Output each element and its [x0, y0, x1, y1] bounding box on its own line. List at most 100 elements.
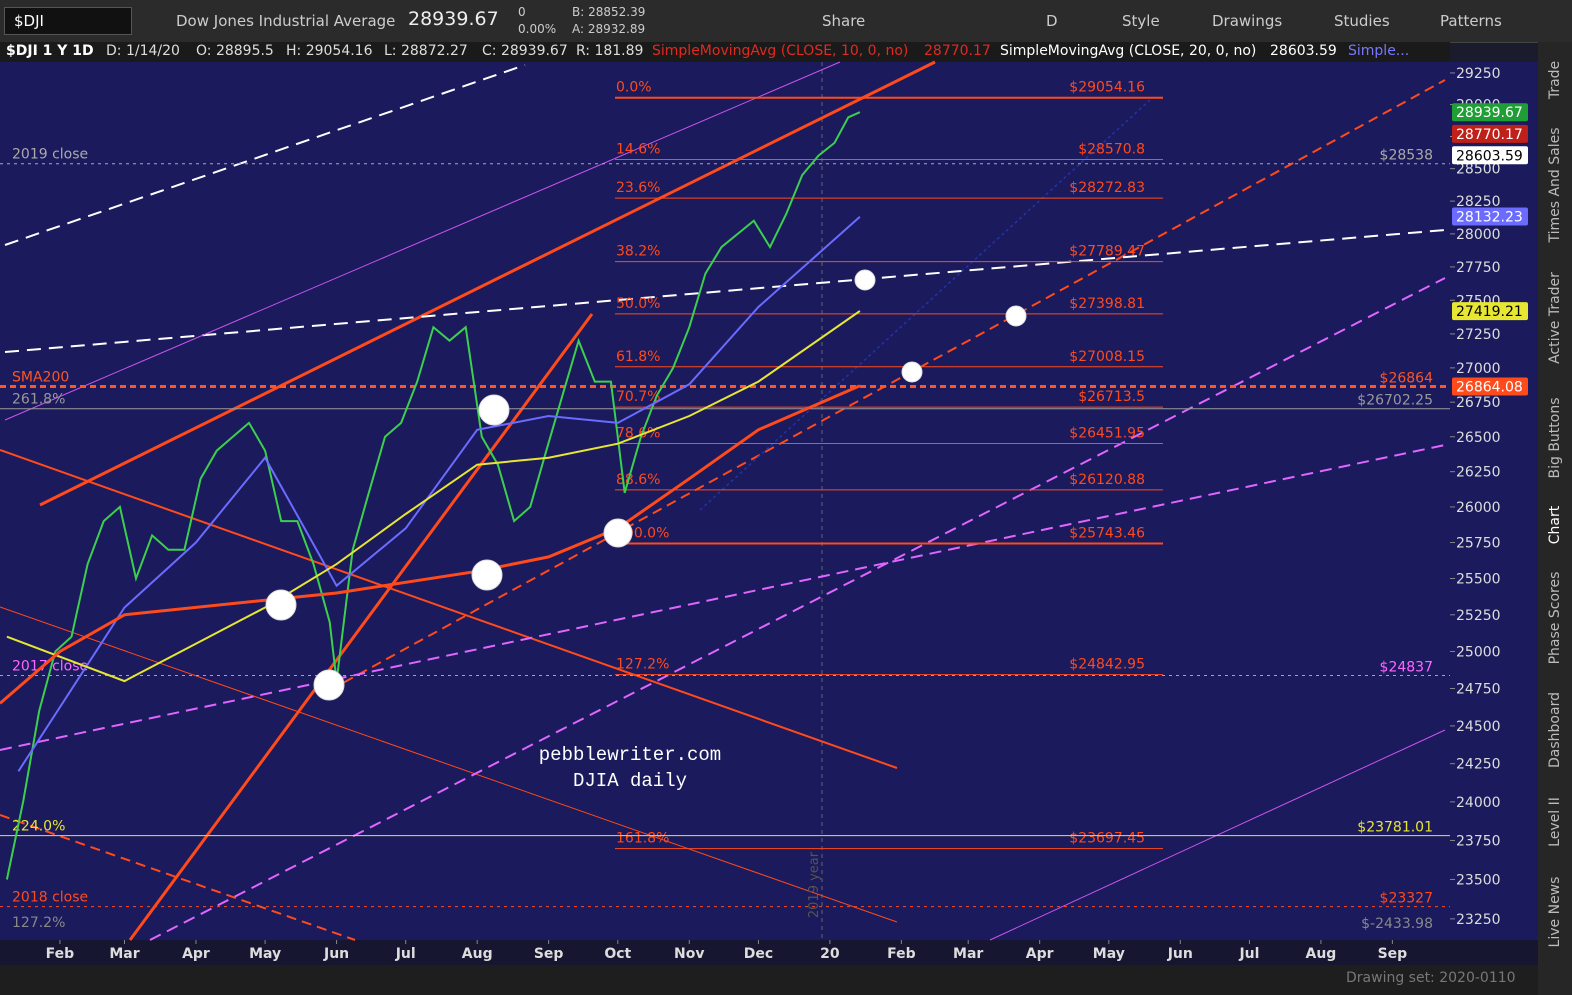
level-label: 2018 close: [12, 890, 88, 906]
y-tick-label: 24750: [1456, 681, 1501, 697]
trendline: [329, 79, 1446, 691]
fib-label: 23.6%: [616, 180, 660, 196]
button[interactable]: Patterns: [1440, 12, 1502, 30]
y-tick-label: 28250: [1456, 194, 1501, 210]
x-tick-label: Mar: [109, 946, 139, 962]
plot-bg: [0, 62, 1450, 940]
fib-label: 50.0%: [616, 296, 660, 312]
y-tick-label: 27250: [1456, 327, 1501, 343]
sidebar-tab[interactable]: Phase Scores: [1547, 571, 1563, 665]
x-tick-label: Apr: [1026, 946, 1054, 962]
info: $DJI 1 Y 1D: [6, 43, 94, 59]
x-tick-label: May: [249, 946, 281, 962]
fib-value: $24842.95: [1069, 657, 1145, 673]
x-tick-label: Jul: [395, 946, 416, 962]
sidebar-tab[interactable]: Chart: [1547, 505, 1563, 545]
fib-label: 38.2%: [616, 244, 660, 260]
sidebar-tab[interactable]: Dashboard: [1547, 692, 1563, 768]
x-tick-label: Jun: [323, 946, 349, 962]
info: R: 181.89: [576, 43, 644, 59]
level-label: SMA200: [12, 369, 69, 385]
y-tick-label: 27000: [1456, 361, 1501, 377]
x-tick-label: Sep: [534, 946, 564, 962]
info: H: 29054.16: [286, 43, 373, 59]
study[interactable]: SimpleMovingAvg (CLOSE, 20, 0, no): [1000, 43, 1257, 59]
marker: [1005, 305, 1027, 327]
y-tick-label: 28000: [1456, 227, 1501, 243]
y-tick-label: 25750: [1456, 536, 1501, 552]
last-price: 28939.67: [408, 8, 499, 30]
y-tick-label: 23250: [1456, 912, 1501, 928]
trendline: [4, 61, 841, 421]
level-value: $26864: [1380, 370, 1434, 386]
sidebar: Trade Times And Sales Active Trader Big But…: [1538, 42, 1572, 995]
info: D: 1/14/20: [106, 43, 180, 59]
sidebar-tab[interactable]: Active Trader: [1547, 272, 1563, 364]
study-value: 28770.17: [924, 43, 991, 59]
fib-value: $26120.88: [1069, 472, 1145, 488]
x-tick-label: Apr: [182, 946, 210, 962]
y-tick-label: 24000: [1456, 795, 1501, 811]
price-badge: [1452, 103, 1528, 122]
trendline: [4, 64, 526, 246]
fib-value: $28272.83: [1069, 180, 1145, 196]
fib-label: 78.6%: [616, 425, 660, 441]
fib-value: $27008.15: [1069, 349, 1145, 365]
sidebar-tab[interactable]: Trade: [1547, 60, 1563, 100]
symbol[interactable]: $DJI: [14, 12, 44, 30]
price-badge-label: 26864.08: [1456, 379, 1523, 395]
marker: [478, 394, 510, 426]
level-label: 2019 close: [12, 147, 88, 163]
level-label: 224.0%: [12, 819, 65, 835]
sidebar-tab[interactable]: Live News: [1547, 876, 1563, 948]
trendline: [0, 814, 356, 941]
fib-label: 61.8%: [616, 349, 660, 365]
trendline: [989, 729, 1446, 941]
x-tick-label: Oct: [604, 946, 631, 962]
button[interactable]: D: [1046, 12, 1058, 30]
level-value: $24837: [1380, 660, 1433, 676]
price-badge: [1452, 377, 1528, 396]
time-axis-bg: [0, 940, 1538, 965]
level-value: $23781.01: [1357, 820, 1433, 836]
sidebar-tab[interactable]: Big Buttons: [1547, 397, 1563, 479]
level-value: $23327: [1380, 891, 1433, 907]
price-badge: [1452, 124, 1528, 143]
button[interactable]: Drawings: [1212, 12, 1283, 30]
button[interactable]: Share: [822, 12, 866, 30]
symbol-box[interactable]: [4, 7, 132, 35]
drawing-set[interactable]: Drawing set: 2020-0110: [1346, 970, 1516, 986]
sidebar-tab[interactable]: Level II: [1547, 797, 1563, 847]
price-badge: [1452, 146, 1528, 165]
marker: [265, 589, 297, 621]
marker: [313, 669, 345, 701]
study[interactable]: SimpleMovingAvg (CLOSE, 10, 0, no): [652, 43, 909, 59]
fib-label: 127.2%: [616, 657, 669, 673]
change-pct: 0.00%: [518, 22, 557, 36]
y-tick-label: 29250: [1456, 66, 1501, 82]
y-tick-label: 26000: [1456, 500, 1501, 516]
fib-value: $25743.46: [1069, 525, 1145, 541]
price-badge: [1452, 302, 1528, 321]
series-line: [6, 310, 861, 683]
sidebar-tab[interactable]: Times And Sales: [1547, 127, 1563, 243]
x-tick-label: Jun: [1167, 946, 1193, 962]
fib-value: $27789.47: [1069, 244, 1145, 260]
level-label: 127.2%: [12, 915, 65, 931]
study[interactable]: Simple...: [1348, 43, 1410, 59]
chart: 0.0% $29054.16 14.6% $28570.8 23.6% $28272.83…: [0, 60, 1538, 965]
button[interactable]: Studies: [1334, 12, 1390, 30]
info: O: 28895.5: [196, 43, 274, 59]
bid: B: 28852.39: [572, 5, 646, 19]
year-marker: 2019 year: [807, 851, 822, 918]
ask: A: 28932.89: [572, 22, 646, 36]
y-tick-label: 26750: [1456, 395, 1501, 411]
button[interactable]: Style: [1122, 12, 1160, 30]
y-tick-label: 26250: [1456, 465, 1501, 481]
fib-label: 14.6%: [616, 142, 660, 158]
price-badge-label: 28939.67: [1456, 105, 1523, 121]
y-tick-label: 25250: [1456, 608, 1501, 624]
x-tick-label: Feb: [46, 946, 75, 962]
x-tick-label: Feb: [887, 946, 916, 962]
